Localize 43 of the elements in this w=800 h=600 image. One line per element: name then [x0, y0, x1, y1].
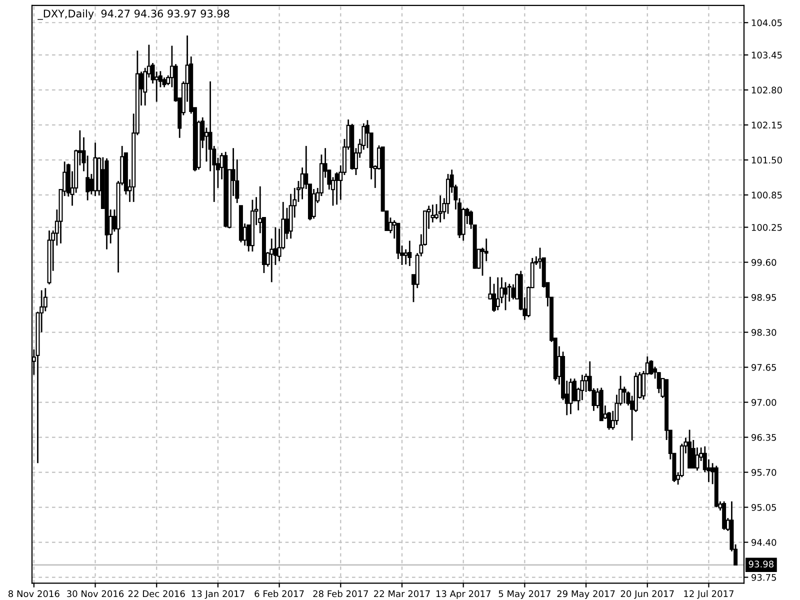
y-tick-label: 97.65	[752, 364, 776, 371]
x-tick-label: 20 Jun 2017	[620, 590, 674, 599]
y-tick-label: 95.05	[752, 504, 776, 511]
y-tick-label: 95.70	[752, 469, 776, 476]
x-tick-label: 28 Feb 2017	[313, 590, 368, 598]
y-tick-label: 101.50	[752, 156, 782, 164]
candlestick	[695, 446, 700, 472]
y-tick-label: 102.15	[752, 122, 782, 129]
y-tick-label: 103.45	[752, 52, 782, 58]
x-tick-label: 5 May 2017	[498, 590, 550, 599]
candlestick	[504, 281, 508, 311]
candlestick	[438, 194, 442, 224]
ref-line-label: 93.98	[748, 560, 774, 568]
y-tick-label: 102.80	[752, 86, 782, 94]
y-tick-label: 99.60	[752, 258, 776, 266]
candlestick	[649, 360, 654, 376]
y-tick-label: 98.30	[752, 328, 776, 336]
candlestick	[691, 439, 696, 470]
candlestick	[334, 172, 339, 206]
x-tick-label: 13 Jan 2017	[192, 590, 244, 599]
y-tick-label: 98.95	[752, 294, 776, 301]
y-tick-label: 100.25	[752, 224, 782, 231]
x-tick-label: 29 May 2017	[557, 590, 615, 599]
candlestick	[622, 386, 626, 404]
y-tick-label: 97.00	[752, 398, 776, 406]
candlestick	[270, 238, 274, 283]
candlestick	[568, 378, 573, 415]
y-tick-label: 104.05	[752, 19, 782, 26]
y-tick-label: 94.40	[752, 539, 776, 546]
x-tick-label: 22 Dec 2016	[128, 590, 185, 598]
candlestick	[408, 240, 412, 267]
x-tick-label: 13 Apr 2017	[436, 590, 490, 599]
x-tick-label: 6 Feb 2017	[254, 590, 304, 598]
candlestick	[496, 276, 500, 311]
x-tick-label: 12 Jul 2017	[684, 590, 734, 599]
x-tick-label: 8 Nov 2016	[8, 590, 60, 598]
chart-title: _DXY,Daily 94.27 94.36 93.97 93.98	[38, 9, 230, 20]
candlestick	[404, 248, 408, 266]
y-tick-label: 93.75	[752, 574, 776, 581]
y-tick-label: 96.35	[752, 434, 776, 441]
y-tick-label: 100.85	[752, 192, 782, 199]
x-tick-label: 30 Nov 2016	[67, 590, 124, 598]
x-tick-label: 22 Mar 2017	[374, 590, 430, 598]
